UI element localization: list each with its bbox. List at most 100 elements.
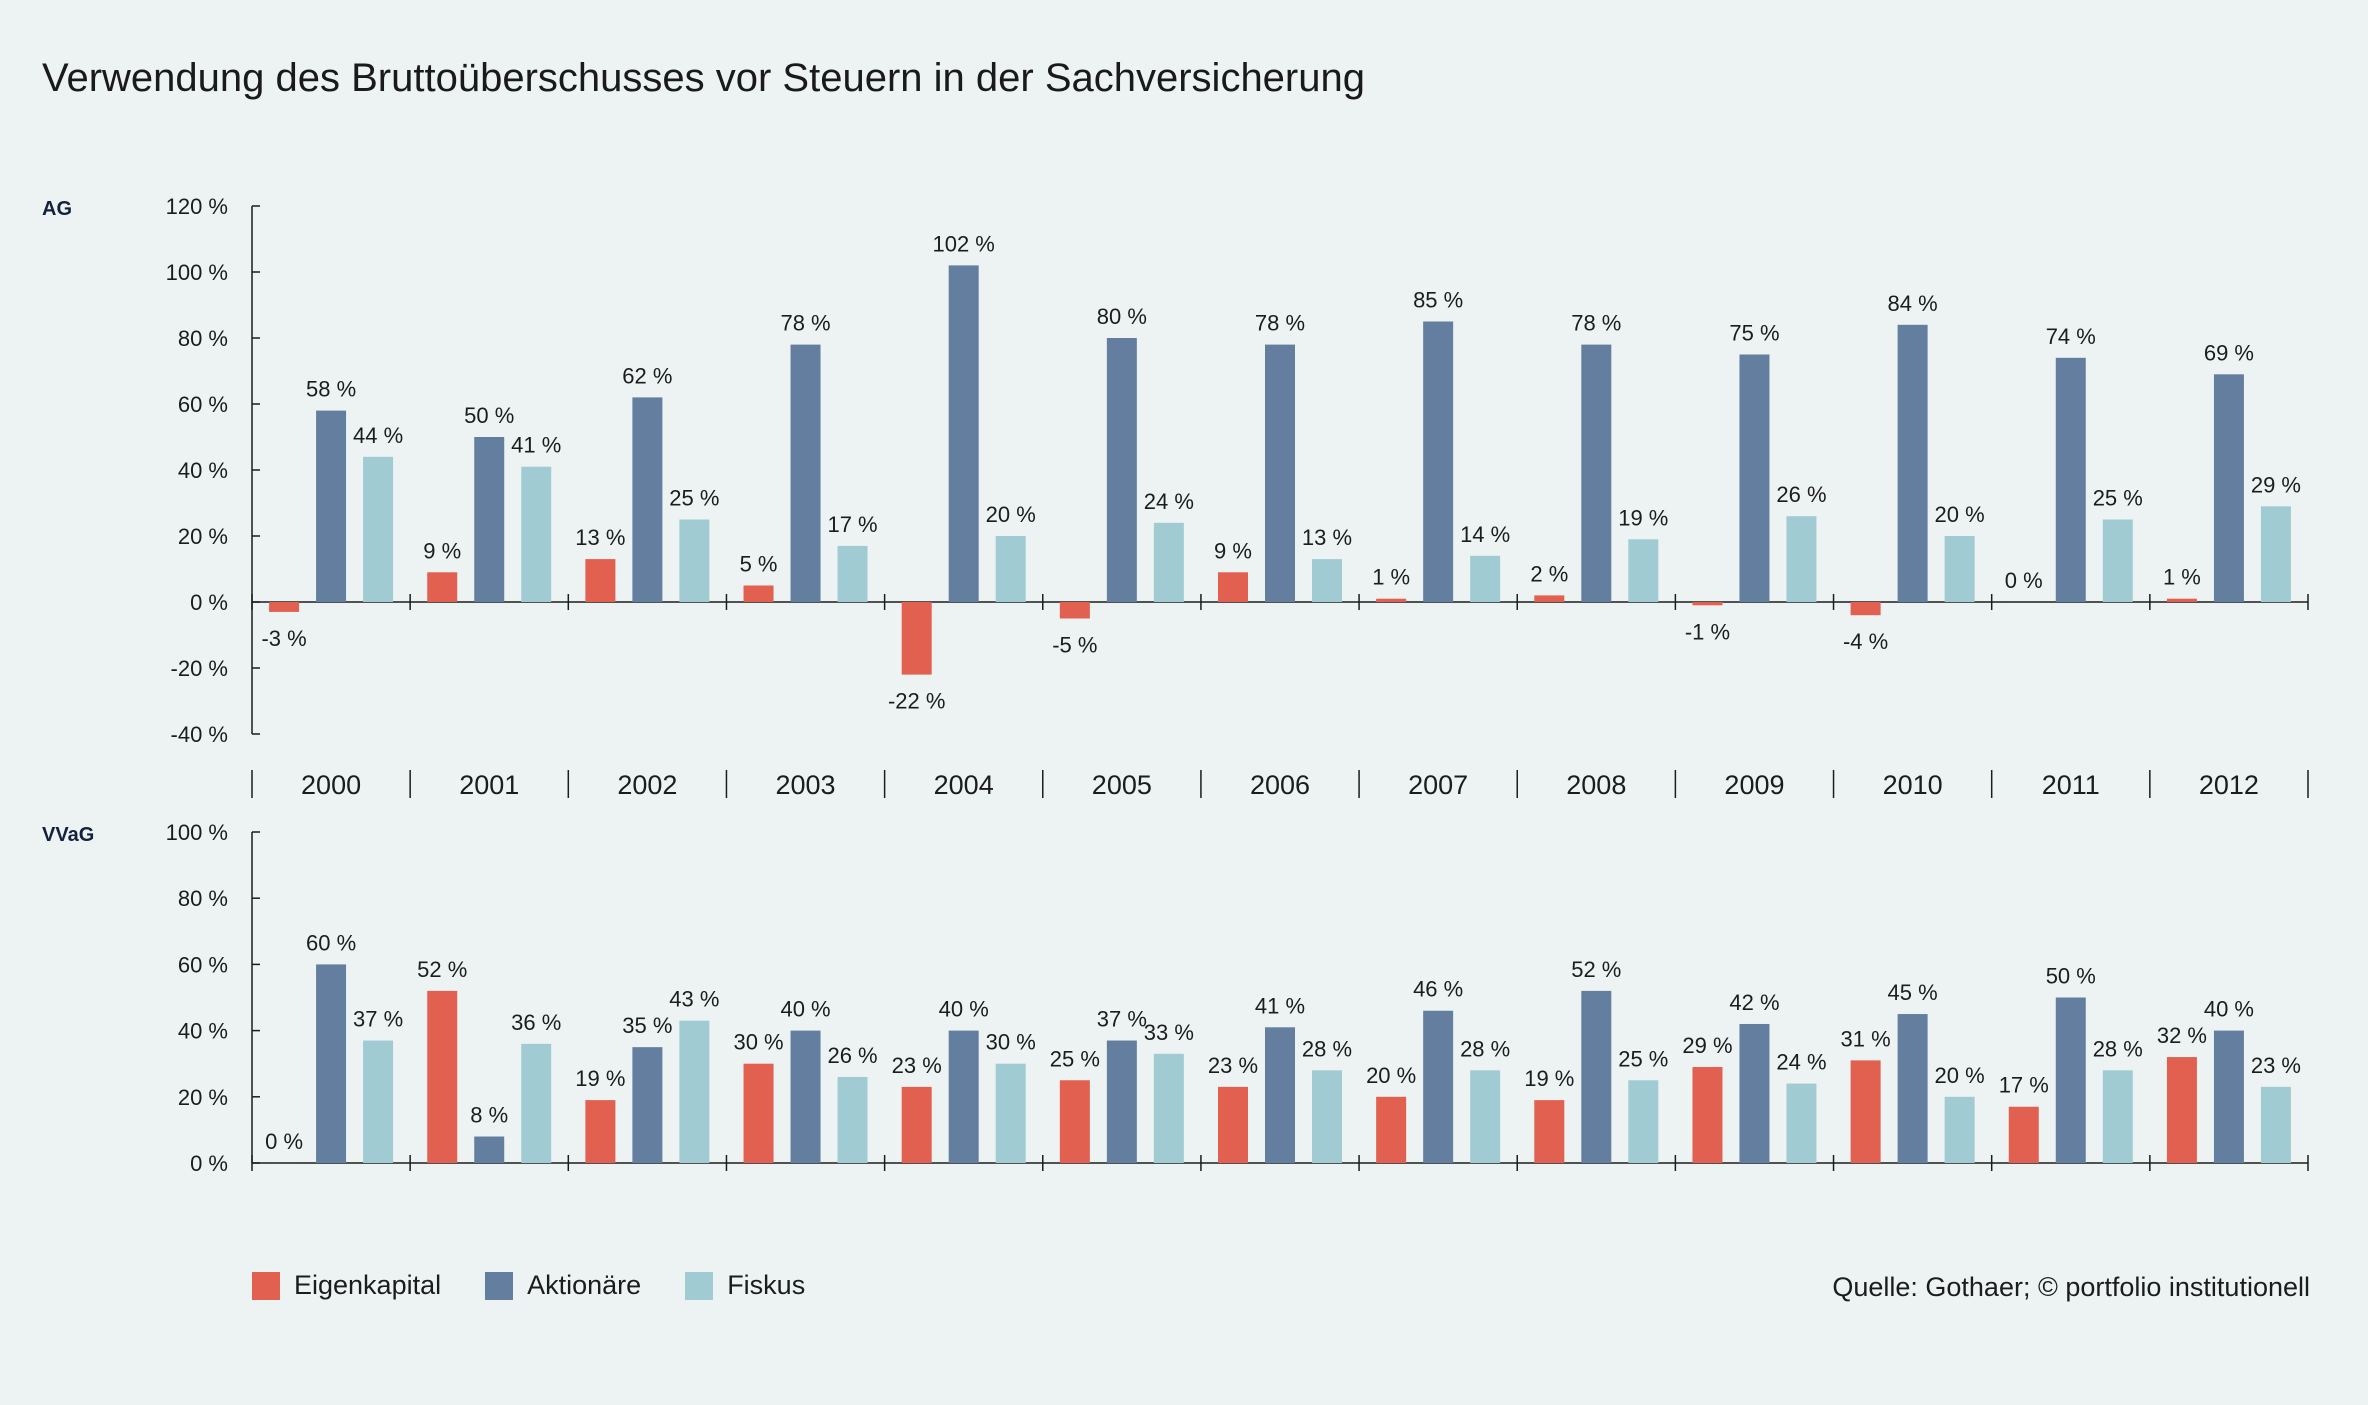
data-label: 25 % [1618,1046,1668,1071]
data-label: 41 % [511,433,561,458]
data-label: 40 % [2204,997,2254,1022]
data-label: 14 % [1460,522,1510,547]
data-label: 36 % [511,1010,561,1035]
data-label: 42 % [1729,990,1779,1015]
data-label: 75 % [1729,321,1779,346]
legend-item-aktionaere[interactable]: Aktionäre [485,1270,641,1301]
data-label: 60 % [306,930,356,955]
bar-eigenkapital-2008 [1534,1100,1565,1163]
data-label: 32 % [2157,1023,2207,1048]
bar-eigenkapital-2008 [1534,595,1565,602]
data-label: 9 % [1214,538,1252,563]
y-tick-label: -40 % [171,722,228,747]
y-tick-label: 40 % [178,458,228,483]
legend-swatch-eigenkapital [252,1271,280,1300]
x-category-label: 2011 [2042,770,2100,800]
bar-aktionaere-2001 [474,1136,505,1163]
bar-eigenkapital-2006 [1218,572,1248,602]
y-tick-label: 60 % [178,952,228,977]
bar-aktionaere-2006 [1265,344,1295,602]
bar-aktionaere-2001 [474,437,505,602]
data-label: 26 % [827,1043,877,1068]
bar-eigenkapital-2004 [901,1086,932,1163]
bar-aktionaere-2003 [790,344,821,602]
bar-eigenkapital-2012 [2166,1057,2197,1163]
bar-aktionaere-2004 [948,1030,979,1163]
bar-aktionaere-2008 [1581,344,1612,602]
chart-title: Verwendung des Bruttoüberschusses vor St… [42,56,1365,100]
y-tick-label: 0 % [190,1151,228,1176]
data-label: 52 % [417,957,467,982]
data-label: 19 % [1618,505,1668,530]
bar-eigenkapital-2001 [427,572,458,602]
bar-eigenkapital-2012 [2166,598,2197,602]
legend-label: Aktionäre [527,1270,642,1300]
bar-eigenkapital-2003 [743,585,774,602]
data-label: 28 % [2093,1036,2143,1061]
data-label: 25 % [1050,1046,1100,1071]
y-tick-label: 80 % [178,326,228,351]
bar-aktionaere-2000 [316,410,347,602]
bar-eigenkapital-2006 [1218,1086,1248,1163]
bar-aktionaere-2012 [2213,374,2244,602]
data-label: 50 % [464,403,514,428]
data-label: 62 % [622,363,672,388]
data-label: 19 % [575,1066,625,1091]
bar-fiskus-2000 [363,456,394,602]
data-label: 80 % [1097,304,1147,329]
data-label: 25 % [2093,486,2143,511]
data-label: 1 % [2163,565,2201,590]
bar-eigenkapital-2003 [743,1063,774,1163]
data-label: 20 % [1935,502,1985,527]
bar-eigenkapital-2007 [1376,598,1407,602]
bar-aktionaere-2005 [1106,1040,1137,1163]
data-label: 44 % [353,423,403,448]
data-label: 31 % [1841,1026,1891,1051]
bar-aktionaere-2002 [632,1047,663,1163]
bar-fiskus-2006 [1312,559,1342,602]
data-label: 0 % [2005,568,2043,593]
bar-fiskus-2005 [1153,522,1184,602]
bar-aktionaere-2007 [1423,321,1454,602]
data-label: 74 % [2046,324,2096,349]
y-tick-label: 100 % [166,820,228,845]
data-label: 30 % [986,1030,1036,1055]
bar-fiskus-2008 [1628,1080,1659,1163]
bar-aktionaere-2012 [2213,1030,2244,1163]
data-label: 50 % [2046,964,2096,989]
data-label: 17 % [827,512,877,537]
x-category-label: 2009 [1724,770,1784,800]
data-label: 17 % [1999,1073,2049,1098]
bar-eigenkapital-2004 [901,602,932,675]
bar-fiskus-2006 [1312,1070,1342,1163]
x-category-label: 2006 [1250,770,1310,800]
data-label: -22 % [888,689,945,714]
data-label: 78 % [1255,311,1305,336]
data-label: 43 % [669,987,719,1012]
data-label: 8 % [470,1103,508,1128]
bar-fiskus-2010 [1944,536,1975,602]
legend-item-fiskus[interactable]: Fiskus [685,1270,805,1301]
bar-fiskus-2004 [995,536,1026,602]
data-label: -1 % [1685,619,1730,644]
data-label: 45 % [1888,980,1938,1005]
data-label: 24 % [1144,489,1194,514]
bar-fiskus-2009 [1786,1083,1817,1163]
legend-item-eigenkapital[interactable]: Eigenkapital [252,1270,441,1301]
bar-aktionaere-2002 [632,397,663,602]
bar-eigenkapital-2000 [269,602,300,612]
y-tick-label: 20 % [178,1085,228,1110]
bar-eigenkapital-2005 [1059,602,1090,619]
bar-aktionaere-2009 [1739,1023,1770,1163]
data-label: 19 % [1524,1066,1574,1091]
bar-aktionaere-2003 [790,1030,821,1163]
legend-swatch-aktionaere [485,1271,514,1300]
bar-fiskus-2009 [1786,516,1817,602]
bar-eigenkapital-2011 [2008,1106,2039,1163]
bar-fiskus-2010 [1944,1096,1975,1163]
bar-aktionaere-2009 [1739,354,1770,602]
panel-label: VVaG [42,824,94,846]
legend: Eigenkapital Aktionäre Fiskus [252,1270,805,1301]
